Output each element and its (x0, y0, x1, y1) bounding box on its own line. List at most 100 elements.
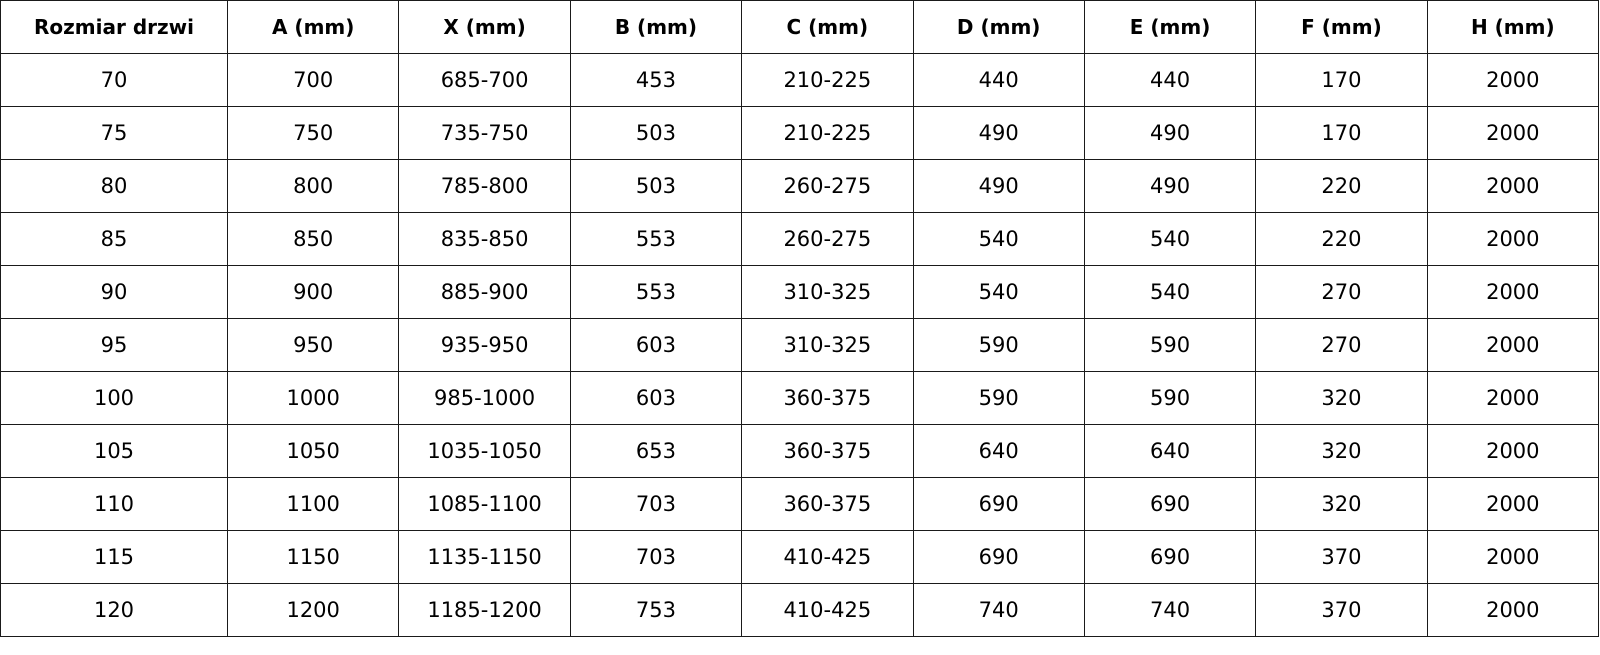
table-row: 85 850 835-850 553 260-275 540 540 220 2000 (0, 212, 1600, 266)
table-cell: 90 (0, 265, 228, 319)
column-header: E (mm) (1083, 0, 1257, 54)
column-header: B (mm) (569, 0, 743, 54)
table-row: 100 1000 985-1000 603 360-375 590 590 320 2000 (0, 371, 1600, 425)
table-cell: 70 (0, 53, 228, 107)
table-cell: 2000 (1426, 583, 1600, 637)
table-cell: 590 (912, 318, 1085, 372)
table-row: 115 1150 1135-1150 703 410-425 690 690 370 2000 (0, 530, 1600, 584)
table-cell: 700 (226, 53, 400, 107)
table-cell: 735-750 (398, 106, 571, 160)
table-cell: 800 (226, 159, 400, 213)
table-cell: 590 (1083, 371, 1257, 425)
table-cell: 1135-1150 (398, 530, 571, 584)
table-cell: 653 (569, 424, 743, 478)
table-cell: 603 (569, 371, 743, 425)
table-cell: 2000 (1426, 424, 1600, 478)
table-cell: 2000 (1426, 477, 1600, 531)
table-row: 95 950 935-950 603 310-325 590 590 270 2000 (0, 318, 1600, 372)
column-header: Rozmiar drzwi (0, 0, 228, 54)
column-header: C (mm) (741, 0, 914, 54)
table-cell: 360-375 (741, 371, 914, 425)
table-row: 110 1100 1085-1100 703 360-375 690 690 320 2000 (0, 477, 1600, 531)
table-cell: 935-950 (398, 318, 571, 372)
table-cell: 740 (1083, 583, 1257, 637)
table-cell: 2000 (1426, 212, 1600, 266)
table-cell: 2000 (1426, 530, 1600, 584)
table-cell: 503 (569, 159, 743, 213)
column-header: F (mm) (1255, 0, 1428, 54)
table-cell: 503 (569, 106, 743, 160)
table-cell: 210-225 (741, 53, 914, 107)
table-cell: 490 (1083, 106, 1257, 160)
column-header: A (mm) (226, 0, 400, 54)
table-cell: 540 (1083, 265, 1257, 319)
table-cell: 170 (1255, 53, 1428, 107)
table-cell: 440 (1083, 53, 1257, 107)
table-row: 75 750 735-750 503 210-225 490 490 170 2000 (0, 106, 1600, 160)
table-cell: 690 (1083, 530, 1257, 584)
table-cell: 553 (569, 265, 743, 319)
table-cell: 885-900 (398, 265, 571, 319)
table-cell: 1085-1100 (398, 477, 571, 531)
table-cell: 540 (912, 265, 1085, 319)
table-cell: 1185-1200 (398, 583, 571, 637)
header-row: Rozmiar drzwi A (mm) X (mm) B (mm) C (mm) D (… (0, 0, 1600, 54)
table-cell: 690 (912, 477, 1085, 531)
table-cell: 115 (0, 530, 228, 584)
table-cell: 690 (1083, 477, 1257, 531)
table-cell: 320 (1255, 424, 1428, 478)
table-cell: 260-275 (741, 212, 914, 266)
table-cell: 540 (912, 212, 1085, 266)
table-cell: 835-850 (398, 212, 571, 266)
table-cell: 740 (912, 583, 1085, 637)
table-cell: 440 (912, 53, 1085, 107)
table-row: 80 800 785-800 503 260-275 490 490 220 2000 (0, 159, 1600, 213)
column-header: D (mm) (912, 0, 1085, 54)
table-cell: 590 (1083, 318, 1257, 372)
table-cell: 690 (912, 530, 1085, 584)
table-cell: 170 (1255, 106, 1428, 160)
table-cell: 1050 (226, 424, 400, 478)
table-cell: 370 (1255, 530, 1428, 584)
table-cell: 785-800 (398, 159, 571, 213)
table-cell: 310-325 (741, 265, 914, 319)
table-row: 120 1200 1185-1200 753 410-425 740 740 370 2000 (0, 583, 1600, 637)
table-cell: 2000 (1426, 318, 1600, 372)
table-cell: 640 (912, 424, 1085, 478)
table-row: 90 900 885-900 553 310-325 540 540 270 2000 (0, 265, 1600, 319)
table-cell: 360-375 (741, 424, 914, 478)
table-cell: 220 (1255, 212, 1428, 266)
column-header: X (mm) (398, 0, 571, 54)
table-cell: 100 (0, 371, 228, 425)
table-cell: 260-275 (741, 159, 914, 213)
table-cell: 703 (569, 477, 743, 531)
table-cell: 490 (912, 106, 1085, 160)
table-cell: 1150 (226, 530, 400, 584)
table-cell: 850 (226, 212, 400, 266)
table-cell: 640 (1083, 424, 1257, 478)
table-row: 105 1050 1035-1050 653 360-375 640 640 320 2000 (0, 424, 1600, 478)
table-cell: 900 (226, 265, 400, 319)
table-row: 70 700 685-700 453 210-225 440 440 170 2000 (0, 53, 1600, 107)
table-cell: 270 (1255, 265, 1428, 319)
table-header: Rozmiar drzwi A (mm) X (mm) B (mm) C (mm) D (… (0, 0, 1600, 54)
table-cell: 105 (0, 424, 228, 478)
table-cell: 685-700 (398, 53, 571, 107)
table-cell: 80 (0, 159, 228, 213)
table-cell: 95 (0, 318, 228, 372)
table-cell: 453 (569, 53, 743, 107)
door-size-table: Rozmiar drzwi A (mm) X (mm) B (mm) C (mm) D (… (0, 0, 1600, 637)
table-cell: 85 (0, 212, 228, 266)
table-body: 70 700 685-700 453 210-225 440 440 170 2000 75 750… (0, 53, 1600, 637)
table-cell: 370 (1255, 583, 1428, 637)
table-cell: 753 (569, 583, 743, 637)
table-cell: 310-325 (741, 318, 914, 372)
table-cell: 2000 (1426, 265, 1600, 319)
table-cell: 1035-1050 (398, 424, 571, 478)
table-cell: 2000 (1426, 159, 1600, 213)
column-header: H (mm) (1426, 0, 1600, 54)
table-cell: 553 (569, 212, 743, 266)
table-cell: 120 (0, 583, 228, 637)
table-cell: 1000 (226, 371, 400, 425)
table-cell: 490 (912, 159, 1085, 213)
